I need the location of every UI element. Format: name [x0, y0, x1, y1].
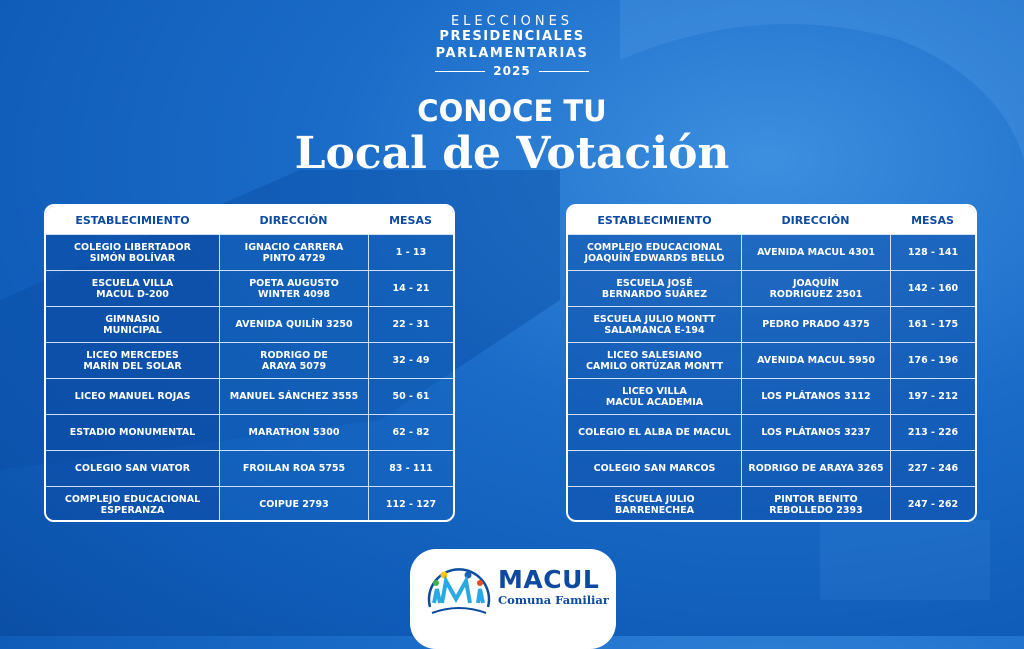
address-cell: AVENIDA MACUL 4301 [741, 235, 890, 270]
mesas-cell: 22 - 31 [368, 307, 453, 342]
page-subtitle: CONOCE TU [417, 94, 607, 128]
establishment-cell: LICEO MANUEL ROJAS [46, 379, 219, 414]
establishment-cell: COMPLEJO EDUCACIONAL ESPERANZA [46, 487, 219, 520]
address-cell: RODRIGO DE ARAYA 5079 [219, 343, 368, 378]
address-cell: COIPUE 2793 [219, 487, 368, 520]
mesas-cell: 161 - 175 [890, 307, 975, 342]
establishment-cell: COLEGIO SAN MARCOS [593, 463, 716, 474]
mesas-cell: 1 - 13 [368, 235, 453, 270]
establishment-cell: ESCUELA JULIO MONTT SALAMANCA E-194 [593, 313, 716, 336]
establishment-cell: COLEGIO EL ALBA DE MACUL [578, 427, 731, 438]
address-cell: MARATHON 5300 [219, 415, 368, 450]
table-row: ESCUELA VILLA MACUL D-200 POETA AUGUSTO W… [46, 270, 453, 306]
address-cell: AVENIDA MACUL 5950 [741, 343, 890, 378]
logo-name: MACUL [498, 565, 600, 594]
year-text: 2025 [493, 64, 531, 78]
table-row: ESCUELA JULIO MONTT SALAMANCA E-194 PEDRO… [568, 306, 975, 342]
establishment-cell: GIMNASIO MUNICIPAL [46, 307, 219, 342]
establishment-cell: ESCUELA VILLA MACUL D-200 [46, 271, 219, 306]
header-elecciones: ELECCIONES [450, 14, 574, 29]
address-cell: LOS PLÁTANOS 3237 [741, 415, 890, 450]
table-row: LICEO SALESIANO CAMILO ORTÚZAR MONTT AVEN… [568, 342, 975, 378]
page-title: Local de Votación [294, 128, 730, 179]
establishment-cell: ESTADIO MONUMENTAL [46, 415, 219, 450]
table-row: ESTADIO MONUMENTAL MARATHON 5300 62 - 82 [46, 414, 453, 450]
logo-tagline: Comuna Familiar [498, 593, 609, 607]
mesas-cell: 112 - 127 [368, 487, 453, 520]
mesas-cell: 197 - 212 [890, 379, 975, 414]
table-row: COLEGIO LIBERTADOR SIMÓN BOLÍVAR IGNACIO … [46, 234, 453, 270]
header-presidenciales: PRESIDENCIALES [439, 29, 585, 44]
mesas-cell: 83 - 111 [368, 451, 453, 486]
mesas-cell: 176 - 196 [890, 343, 975, 378]
header-year: 2025 [0, 64, 1024, 78]
table-row: COMPLEJO EDUCACIONAL JOAQUÍN EDWARDS BEL… [568, 234, 975, 270]
address-cell: PEDRO PRADO 4375 [741, 307, 890, 342]
establishment-cell: LICEO MERCEDES MARÍN DEL SOLAR [46, 343, 219, 378]
mesas-cell: 14 - 21 [368, 271, 453, 306]
column-header: DIRECCIÓN [781, 213, 850, 227]
table-row: COMPLEJO EDUCACIONAL ESPERANZA COIPUE 279… [46, 486, 453, 520]
establishment-cell: COMPLEJO EDUCACIONAL JOAQUÍN EDWARDS BEL… [584, 241, 725, 264]
establishment-cell: COLEGIO SAN VIATOR [46, 451, 219, 486]
mesas-cell: 213 - 226 [890, 415, 975, 450]
column-header: MESAS [389, 213, 432, 227]
table-row: ESCUELA JOSÉ BERNARDO SUÁREZ JOAQUÍN RODR… [568, 270, 975, 306]
table-header: ESTABLECIMIENTO DIRECCIÓN MESAS [46, 206, 453, 234]
address-cell: POETA AUGUSTO WINTER 4098 [219, 271, 368, 306]
polling-table-right: ESTABLECIMIENTO DIRECCIÓN MESAS COMPLEJO ED… [566, 204, 977, 522]
mesas-cell: 62 - 82 [368, 415, 453, 450]
mesas-cell: 247 - 262 [890, 487, 975, 520]
table-row: LICEO VILLA MACUL ACADEMIA LOS PLÁTANOS 3… [568, 378, 975, 414]
establishment-cell: COLEGIO LIBERTADOR SIMÓN BOLÍVAR [46, 235, 219, 270]
address-cell: PINTOR BENITO REBOLLEDO 2393 [741, 487, 890, 520]
table-header: ESTABLECIMIENTO DIRECCIÓN MESAS [568, 206, 975, 234]
address-cell: LOS PLÁTANOS 3112 [741, 379, 890, 414]
macul-logo: MACUL Comuna Familiar [410, 549, 616, 649]
macul-emblem-icon [427, 568, 491, 614]
address-cell: IGNACIO CARRERA PINTO 4729 [219, 235, 368, 270]
table-row: GIMNASIO MUNICIPAL AVENIDA QUILÍN 3250 22 … [46, 306, 453, 342]
establishment-cell: LICEO SALESIANO CAMILO ORTÚZAR MONTT [585, 349, 724, 372]
table-row: LICEO MANUEL ROJAS MANUEL SÁNCHEZ 3555 50 … [46, 378, 453, 414]
table-row: COLEGIO EL ALBA DE MACUL LOS PLÁTANOS 323… [568, 414, 975, 450]
column-header: MESAS [911, 213, 954, 227]
table-row: COLEGIO SAN MARCOS RODRIGO DE ARAYA 3265 2… [568, 450, 975, 486]
mesas-cell: 50 - 61 [368, 379, 453, 414]
mesas-cell: 128 - 141 [890, 235, 975, 270]
column-header: ESTABLECIMIENTO [75, 213, 190, 227]
table-row: LICEO MERCEDES MARÍN DEL SOLAR RODRIGO DE… [46, 342, 453, 378]
polling-table-left: ESTABLECIMIENTO DIRECCIÓN MESAS COLEGIO LIB… [44, 204, 455, 522]
establishment-cell: ESCUELA JULIO BARRENECHEA [614, 493, 695, 516]
address-cell: RODRIGO DE ARAYA 3265 [741, 451, 890, 486]
table-row: ESCUELA JULIO BARRENECHEA PINTOR BENITO R… [568, 486, 975, 520]
divider [435, 71, 486, 72]
table-row: COLEGIO SAN VIATOR FROILAN ROA 5755 83 - 1… [46, 450, 453, 486]
header-parlamentarias: PARLAMENTARIAS [435, 46, 589, 61]
divider [538, 71, 589, 72]
address-cell: FROILAN ROA 5755 [219, 451, 368, 486]
column-header: DIRECCIÓN [259, 213, 328, 227]
address-cell: MANUEL SÁNCHEZ 3555 [219, 379, 368, 414]
establishment-cell: ESCUELA JOSÉ BERNARDO SUÁREZ [601, 277, 708, 300]
address-cell: JOAQUÍN RODRIGUEZ 2501 [741, 271, 890, 306]
mesas-cell: 142 - 160 [890, 271, 975, 306]
establishment-cell: LICEO VILLA MACUL ACADEMIA [605, 385, 704, 408]
mesas-cell: 32 - 49 [368, 343, 453, 378]
column-header: ESTABLECIMIENTO [597, 213, 712, 227]
mesas-cell: 227 - 246 [890, 451, 975, 486]
address-cell: AVENIDA QUILÍN 3250 [219, 307, 368, 342]
